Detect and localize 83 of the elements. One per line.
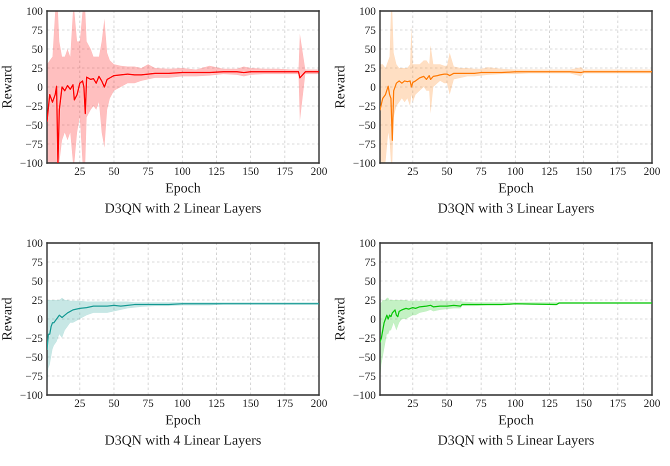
- y-tick-label: 75: [365, 258, 376, 266]
- x-tick-label: 150: [576, 167, 592, 175]
- x-tick-label: 175: [610, 168, 626, 175]
- x-tick-label: 75: [143, 400, 154, 407]
- x-tick-label: 100: [508, 399, 524, 407]
- x-tick-label: 25: [408, 168, 418, 175]
- y-tick-label: −50: [26, 121, 42, 129]
- x-tick-label: 75: [476, 168, 486, 175]
- y-tick-label: −50: [359, 353, 376, 361]
- text: D3QN with 5 Linear Layers: [438, 435, 594, 448]
- x-axis-title: Epoch: [166, 182, 201, 196]
- x-tick-label: 150: [576, 399, 592, 407]
- y-axis-title: Reward: [334, 298, 345, 340]
- y-tick-label: 100: [27, 239, 42, 247]
- y-tick-label: 75: [365, 26, 376, 34]
- x-tick-label: 125: [542, 400, 558, 407]
- y-tick-label: 50: [32, 45, 42, 53]
- x-tick-label: 25: [74, 168, 85, 175]
- text: D3QN with 3 Linear Layers: [438, 203, 594, 216]
- x-tick-label: 175: [277, 400, 293, 407]
- y-tick-label: −100: [353, 159, 376, 167]
- y-tick-label: 25: [32, 64, 42, 72]
- x-tick-label: 150: [243, 399, 259, 407]
- y-tick-label: 25: [365, 64, 376, 72]
- x-tick-label: 175: [610, 400, 626, 407]
- x-tick-label: 200: [644, 167, 660, 175]
- y-tick-label: 0: [38, 315, 42, 323]
- x-tick-label: 200: [311, 167, 327, 175]
- x-tick-label: 25: [74, 400, 85, 407]
- y-tick-label: 75: [32, 258, 42, 266]
- line-series: [47, 303, 319, 350]
- y-tick-label: 50: [365, 277, 376, 285]
- y-tick-label: 100: [360, 239, 376, 247]
- x-axis-title: Epoch: [166, 414, 201, 428]
- x-tick-label: 50: [109, 167, 120, 175]
- y-tick-label: 0: [38, 83, 42, 91]
- x-tick-label: 50: [442, 399, 452, 407]
- x-tick-label: 75: [476, 400, 486, 407]
- y-tick-label: −25: [26, 102, 42, 110]
- y-tick-label: −100: [20, 391, 42, 399]
- y-tick-label: −75: [26, 372, 42, 380]
- x-tick-label: 100: [174, 399, 190, 407]
- line-series: [380, 302, 652, 342]
- y-tick-label: −50: [26, 353, 42, 361]
- text: D3QN with 2 Linear Layers: [105, 203, 261, 216]
- y-tick-label: 0: [370, 315, 376, 323]
- y-tick-label: 100: [27, 7, 42, 15]
- x-axis-title: Epoch: [498, 414, 534, 428]
- y-axis-title: Reward: [2, 66, 12, 108]
- y-axis-title: Reward: [334, 66, 345, 108]
- y-tick-label: 25: [32, 296, 42, 304]
- y-tick-label: −50: [359, 121, 376, 129]
- y-tick-label: −75: [359, 140, 376, 148]
- x-tick-label: 125: [542, 168, 558, 175]
- x-tick-label: 100: [174, 167, 190, 175]
- x-tick-label: 200: [644, 399, 660, 407]
- x-tick-label: 100: [508, 167, 524, 175]
- x-tick-label: 200: [311, 399, 327, 407]
- x-tick-label: 125: [209, 168, 224, 175]
- y-tick-label: 50: [365, 45, 376, 53]
- y-tick-label: −25: [359, 334, 376, 342]
- x-tick-label: 150: [243, 167, 259, 175]
- y-tick-label: −25: [359, 102, 376, 110]
- x-tick-label: 50: [109, 399, 120, 407]
- y-tick-label: 100: [360, 7, 376, 15]
- line-series: [380, 71, 652, 141]
- y-axis-title: Reward: [2, 298, 12, 340]
- x-axis-title: Epoch: [498, 182, 534, 196]
- x-tick-label: 50: [442, 167, 452, 175]
- y-tick-label: 25: [365, 296, 376, 304]
- x-tick-label: 25: [408, 400, 418, 407]
- y-tick-label: −75: [359, 372, 376, 380]
- y-tick-label: 50: [32, 277, 42, 285]
- x-tick-label: 175: [277, 168, 293, 175]
- y-tick-label: −25: [26, 334, 42, 342]
- y-tick-label: 75: [32, 26, 42, 34]
- y-tick-label: −75: [26, 140, 42, 148]
- text: D3QN with 4 Linear Layers: [105, 435, 261, 448]
- x-tick-label: 125: [209, 400, 224, 407]
- y-tick-label: −100: [353, 391, 376, 399]
- y-tick-label: 0: [370, 83, 376, 91]
- x-tick-label: 75: [143, 168, 154, 175]
- y-tick-label: −100: [20, 159, 42, 167]
